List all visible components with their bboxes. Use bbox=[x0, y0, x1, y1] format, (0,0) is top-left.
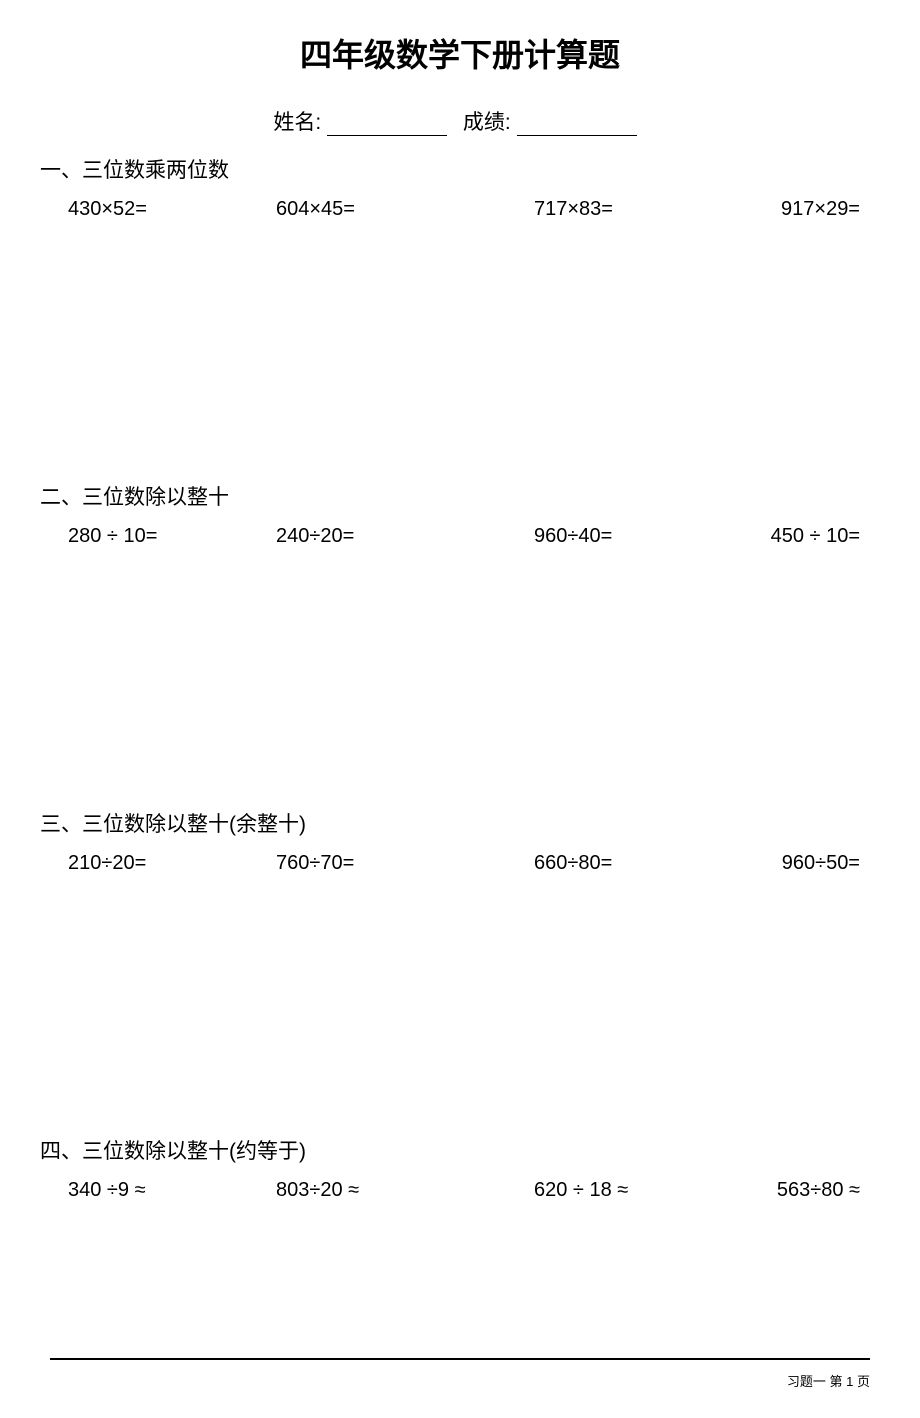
section-2-title: 二、三位数除以整十 bbox=[40, 481, 870, 511]
name-underline bbox=[327, 116, 447, 136]
problem: 210÷20= bbox=[60, 852, 231, 875]
problem: 760÷70= bbox=[231, 852, 439, 875]
problem: 960÷50= bbox=[697, 852, 860, 875]
footer-divider bbox=[50, 1358, 870, 1360]
section-1-title: 一、三位数乘两位数 bbox=[40, 154, 870, 184]
problem: 240÷20= bbox=[231, 525, 439, 548]
problem: 620 ÷ 18 ≈ bbox=[439, 1179, 697, 1202]
info-row: 姓名: 成绩: bbox=[50, 106, 870, 136]
page-title: 四年级数学下册计算题 bbox=[50, 30, 870, 76]
problem: 280 ÷ 10= bbox=[60, 525, 231, 548]
page-number: 习题一 第 1 页 bbox=[787, 1371, 870, 1390]
section-3-title: 三、三位数除以整十(余整十) bbox=[40, 808, 870, 838]
score-label: 成绩: bbox=[463, 106, 511, 136]
problem: 430×52= bbox=[60, 198, 231, 221]
problem: 340 ÷9 ≈ bbox=[60, 1179, 231, 1202]
section-3: 三、三位数除以整十(余整十) 210÷20= 760÷70= 660÷80= 9… bbox=[50, 808, 870, 875]
section-4-title: 四、三位数除以整十(约等于) bbox=[40, 1135, 870, 1165]
section-2: 二、三位数除以整十 280 ÷ 10= 240÷20= 960÷40= 450 … bbox=[50, 481, 870, 548]
problem: 563÷80 ≈ bbox=[697, 1179, 860, 1202]
problem: 450 ÷ 10= bbox=[697, 525, 860, 548]
problem: 604×45= bbox=[231, 198, 439, 221]
section-1: 一、三位数乘两位数 430×52= 604×45= 717×83= 917×29… bbox=[50, 154, 870, 221]
section-1-problems: 430×52= 604×45= 717×83= 917×29= bbox=[50, 198, 870, 221]
problem: 660÷80= bbox=[439, 852, 697, 875]
section-3-problems: 210÷20= 760÷70= 660÷80= 960÷50= bbox=[50, 852, 870, 875]
problem: 960÷40= bbox=[439, 525, 697, 548]
section-4-problems: 340 ÷9 ≈ 803÷20 ≈ 620 ÷ 18 ≈ 563÷80 ≈ bbox=[50, 1179, 870, 1202]
section-2-problems: 280 ÷ 10= 240÷20= 960÷40= 450 ÷ 10= bbox=[50, 525, 870, 548]
name-label: 姓名: bbox=[273, 106, 321, 136]
problem: 803÷20 ≈ bbox=[231, 1179, 439, 1202]
problem: 717×83= bbox=[439, 198, 697, 221]
problem: 917×29= bbox=[697, 198, 860, 221]
section-4: 四、三位数除以整十(约等于) 340 ÷9 ≈ 803÷20 ≈ 620 ÷ 1… bbox=[50, 1135, 870, 1202]
score-underline bbox=[517, 116, 637, 136]
